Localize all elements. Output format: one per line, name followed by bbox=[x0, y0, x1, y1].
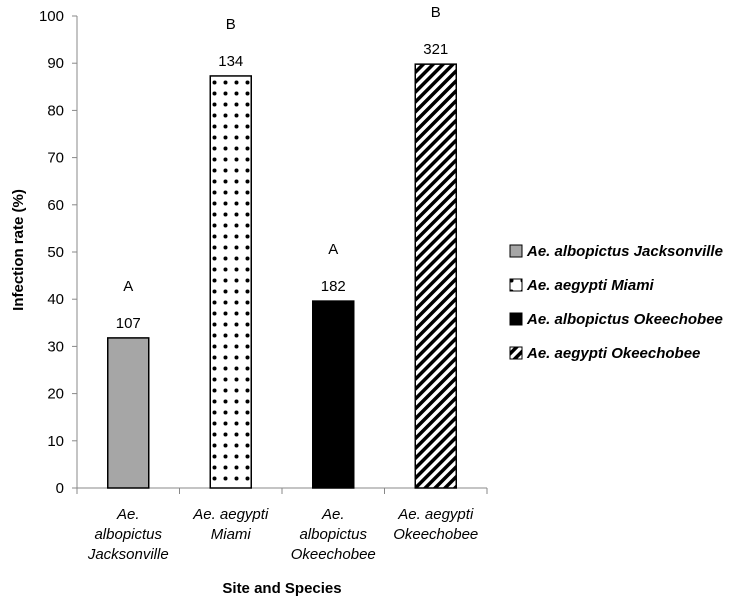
legend-label: Ae. albopictus Jacksonville bbox=[526, 243, 723, 260]
legend: Ae. albopictus Jacksonville Ae. aegypti M… bbox=[509, 243, 723, 362]
legend-label: Ae. albopictus Okeechobee bbox=[526, 311, 723, 328]
bar bbox=[107, 337, 150, 489]
x-category-label: Ae. albopictus Jacksonville bbox=[87, 506, 169, 563]
x-axis bbox=[76, 487, 488, 494]
legend-label: Ae. aegypti Miami bbox=[526, 277, 655, 294]
y-tick-label: 100 bbox=[39, 8, 64, 25]
y-tick-label: 60 bbox=[47, 197, 64, 214]
y-tick-label: 90 bbox=[47, 55, 64, 72]
category-labels: Ae. albopictus Jacksonville Ae. aegypti Miam… bbox=[87, 506, 478, 563]
y-tick-label: 50 bbox=[47, 244, 64, 261]
sample-size-label: 182 bbox=[321, 278, 346, 295]
x-axis-title: Site and Species bbox=[222, 580, 341, 597]
sample-size-label: 134 bbox=[218, 53, 243, 70]
y-tick-label: 20 bbox=[47, 386, 64, 403]
group-letter: A bbox=[328, 241, 338, 258]
data-labels: 107 A 134 B 182 A 321 B bbox=[116, 4, 449, 332]
legend-label: Ae. aegypti Okeechobee bbox=[526, 345, 700, 362]
legend-swatch bbox=[509, 278, 523, 292]
legend-swatch bbox=[509, 346, 523, 360]
bars bbox=[107, 63, 457, 489]
bar bbox=[414, 63, 457, 489]
y-tick-label: 80 bbox=[47, 102, 64, 119]
legend-swatch bbox=[509, 244, 523, 258]
sample-size-label: 107 bbox=[116, 315, 141, 332]
y-tick-label: 30 bbox=[47, 338, 64, 355]
bar bbox=[209, 75, 252, 489]
bar bbox=[312, 300, 355, 489]
y-axis-title: Infection rate (%) bbox=[10, 189, 27, 311]
group-letter: B bbox=[431, 4, 441, 21]
x-category-label: Ae. aegypti Okeechobee bbox=[393, 506, 478, 543]
y-tick-label: 0 bbox=[56, 480, 64, 497]
group-letter: B bbox=[226, 16, 236, 33]
legend-swatch bbox=[509, 312, 523, 326]
y-tick-label: 70 bbox=[47, 150, 64, 167]
y-axis: 0 10 20 30 40 50 60 70 80 90 100 bbox=[39, 8, 78, 497]
x-category-label: Ae. aegypti Miami bbox=[192, 506, 269, 543]
y-tick-label: 40 bbox=[47, 291, 64, 308]
sample-size-label: 321 bbox=[423, 41, 448, 58]
y-tick-label: 10 bbox=[47, 433, 64, 450]
group-letter: A bbox=[123, 278, 133, 295]
x-category-label: Ae. albopictus Okeechobee bbox=[291, 506, 376, 563]
